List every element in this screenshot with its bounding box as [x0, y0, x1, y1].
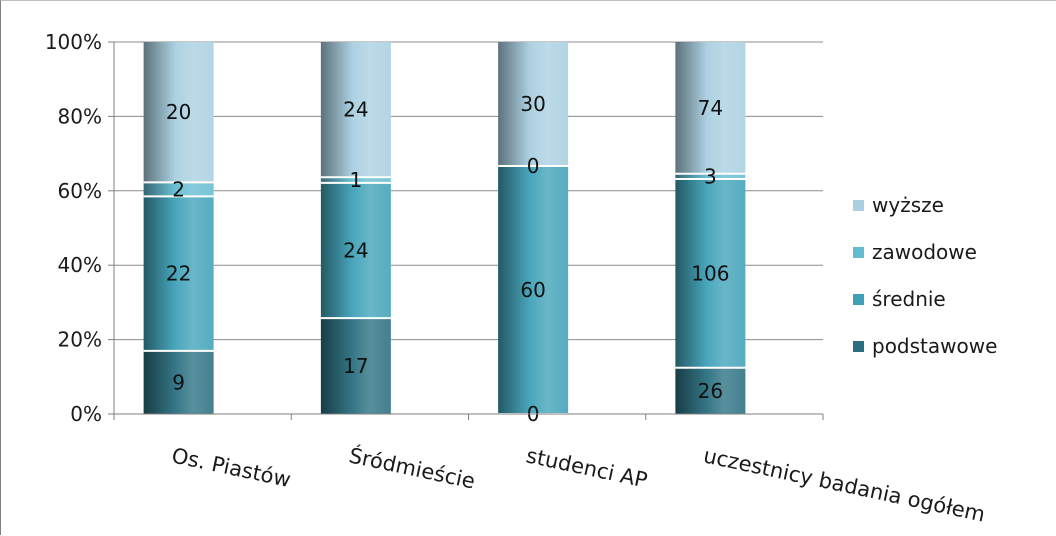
bar-segment-średnie — [498, 166, 569, 414]
bar-segment-zawodowe — [320, 177, 391, 183]
bars — [143, 42, 746, 415]
y-tick-label: 40% — [58, 253, 102, 277]
bar-segment-podstawowe — [320, 318, 391, 414]
y-tick-label: 0% — [70, 402, 102, 426]
legend-swatch-zawodowe — [853, 247, 864, 258]
bar-segment-wyższe — [320, 42, 391, 178]
category-label: Os. Piastów — [170, 443, 293, 492]
bar-segment-wyższe — [498, 42, 569, 166]
bar-segment-średnie — [320, 182, 391, 319]
bar-segment-wyższe — [143, 42, 214, 183]
category-label: uczestnicy badania ogółem — [701, 443, 987, 526]
legend-swatch-średnie — [853, 294, 864, 305]
category-labels: Os. Piastów Śródmieście studenci AP uczestn… — [170, 442, 988, 526]
legend-label: średnie — [872, 287, 946, 311]
data-label: 3 — [704, 164, 717, 188]
data-label: 17 — [343, 354, 368, 378]
y-tick-label: 60% — [58, 179, 102, 203]
y-axis-ticks: 0% 20% 40% 60% 80% 100% — [45, 30, 114, 426]
bar-segment-podstawowe — [675, 367, 746, 414]
data-label: 22 — [166, 262, 191, 286]
data-label: 24 — [343, 239, 368, 263]
bar-segment-zawodowe — [143, 182, 214, 197]
category-label: Śródmieście — [347, 442, 478, 493]
legend-label: zawodowe — [872, 240, 977, 264]
data-label: 2 — [172, 177, 185, 201]
data-label: 106 — [691, 261, 729, 285]
bar-segment-średnie — [143, 196, 214, 351]
data-label: 20 — [166, 100, 191, 124]
bar-segment-zawodowe — [675, 173, 746, 180]
bar-segment-podstawowe — [143, 350, 214, 414]
category-label: studenci AP — [524, 443, 649, 492]
data-label: 30 — [520, 92, 545, 116]
data-label: 1 — [350, 168, 363, 192]
y-tick-label: 20% — [58, 328, 102, 352]
data-label: 60 — [520, 278, 545, 302]
data-label: 9 — [172, 370, 185, 394]
data-label: 24 — [343, 98, 368, 122]
legend-swatch-podstawowe — [853, 341, 864, 352]
legend: wyższe zawodowe średnie podstawowe — [853, 193, 997, 358]
y-tick-label: 80% — [58, 104, 102, 128]
data-label: 26 — [698, 379, 723, 403]
bar-segment-średnie — [675, 179, 746, 368]
data-label: 0 — [527, 154, 540, 178]
axes — [113, 42, 824, 420]
data-label: 74 — [698, 96, 723, 120]
legend-label: podstawowe — [872, 334, 997, 358]
bar-segment-wyższe — [675, 42, 746, 174]
y-tick-label: 100% — [45, 30, 102, 54]
legend-swatch-wyższe — [853, 200, 864, 211]
legend-label: wyższe — [872, 193, 944, 217]
